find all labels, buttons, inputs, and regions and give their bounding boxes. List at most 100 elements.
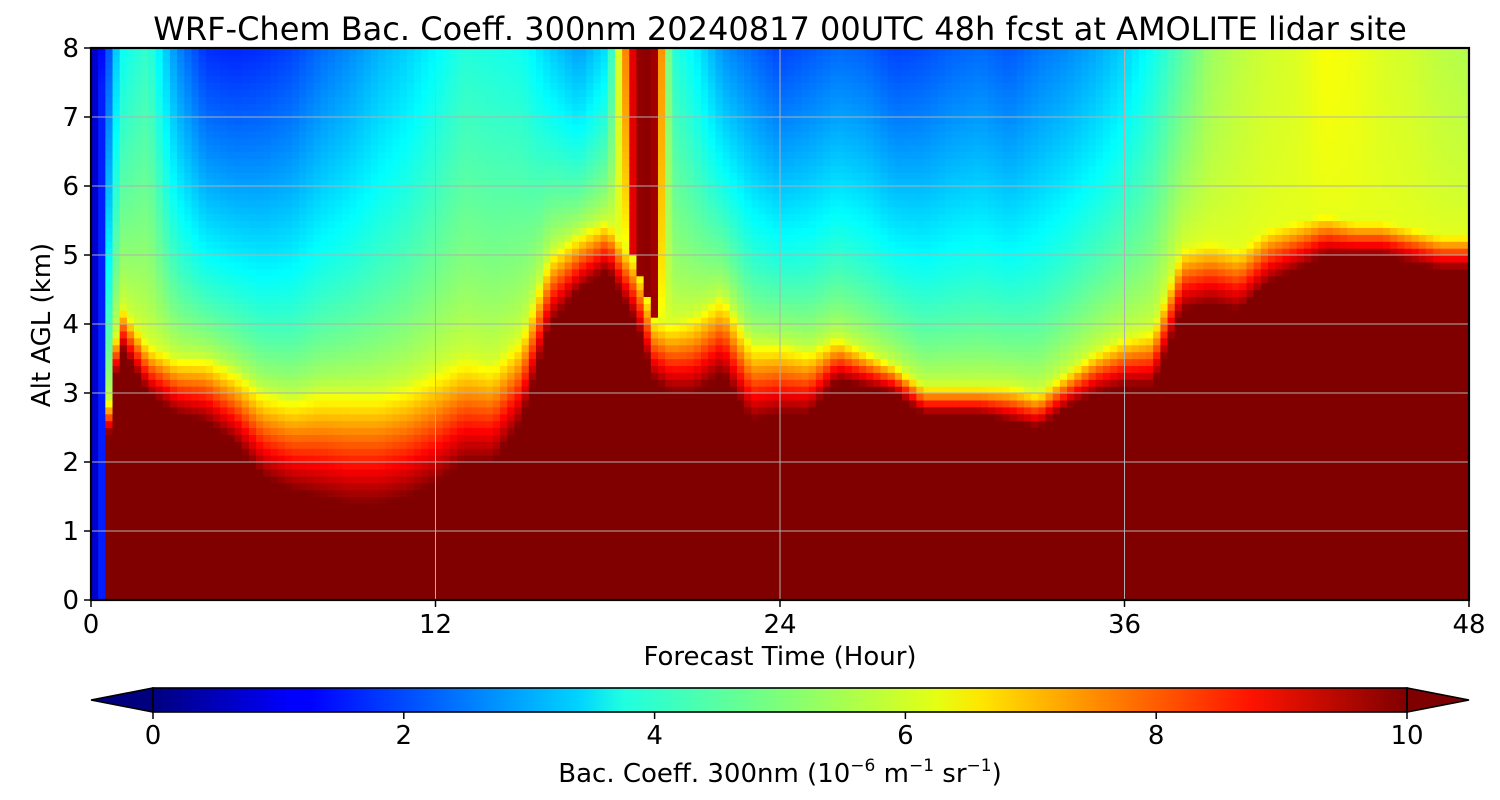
heatmap-cell xyxy=(449,206,458,215)
heatmap-cell xyxy=(184,192,193,201)
heatmap-cell xyxy=(464,89,472,97)
heatmap-cell xyxy=(535,462,544,470)
heatmap-cell xyxy=(248,317,257,325)
heatmap-cell xyxy=(313,344,322,353)
heatmap-cell xyxy=(421,89,429,97)
heatmap-cell xyxy=(105,344,114,353)
heatmap-cell xyxy=(91,289,99,297)
heatmap-cell xyxy=(105,531,114,539)
heatmap-cell xyxy=(521,186,530,194)
heatmap-cell xyxy=(449,337,458,346)
heatmap-cell xyxy=(148,268,157,277)
heatmap-cell xyxy=(313,213,322,222)
heatmap-cell xyxy=(399,482,408,491)
heatmap-cell xyxy=(98,96,106,104)
heatmap-cell xyxy=(284,96,293,104)
heatmap-cell xyxy=(177,344,185,353)
heatmap-cell xyxy=(442,572,451,580)
heatmap-cell xyxy=(320,351,329,360)
heatmap-cell xyxy=(478,54,487,63)
heatmap-cell xyxy=(457,158,465,166)
heatmap-cell xyxy=(198,82,207,90)
heatmap-cell xyxy=(177,434,185,442)
heatmap-cell xyxy=(112,310,121,318)
heatmap-cell xyxy=(177,255,185,263)
heatmap-cell xyxy=(299,510,307,518)
heatmap-cell xyxy=(299,61,307,70)
heatmap-cell xyxy=(191,531,200,539)
heatmap-cell xyxy=(399,379,408,387)
heatmap-cell xyxy=(141,48,150,56)
heatmap-cell xyxy=(119,593,128,600)
heatmap-cell xyxy=(478,289,487,297)
heatmap-cell xyxy=(162,255,171,263)
heatmap-cell xyxy=(392,227,401,235)
heatmap-cell xyxy=(385,144,394,153)
heatmap-cell xyxy=(270,48,279,56)
heatmap-cell xyxy=(457,427,465,435)
heatmap-cell xyxy=(291,551,300,560)
heatmap-cell xyxy=(313,303,322,311)
heatmap-cell xyxy=(299,158,307,166)
heatmap-cell xyxy=(198,427,207,435)
heatmap-cell xyxy=(220,296,228,304)
heatmap-cell xyxy=(306,593,315,600)
heatmap-cell xyxy=(521,289,530,297)
heatmap-cell xyxy=(435,324,444,332)
heatmap-cell xyxy=(457,558,465,567)
heatmap-cell xyxy=(449,303,458,311)
heatmap-cell xyxy=(198,586,207,594)
heatmap-cell xyxy=(205,503,214,511)
heatmap-cell xyxy=(155,213,164,222)
heatmap-cell xyxy=(385,82,394,90)
heatmap-cell xyxy=(198,517,207,525)
heatmap-cell xyxy=(320,324,329,332)
heatmap-cell xyxy=(270,199,279,208)
heatmap-cell xyxy=(112,503,121,511)
heatmap-cell xyxy=(370,468,379,477)
heatmap-cell xyxy=(112,468,121,477)
heatmap-cell xyxy=(112,275,121,284)
heatmap-cell xyxy=(220,544,228,553)
heatmap-cell xyxy=(256,255,264,263)
heatmap-cell xyxy=(435,89,444,97)
heatmap-cell xyxy=(471,220,480,228)
heatmap-cell xyxy=(148,68,157,77)
heatmap-cell xyxy=(148,54,157,63)
heatmap-cell xyxy=(134,234,142,242)
heatmap-cell xyxy=(227,68,236,77)
heatmap-cell xyxy=(378,503,386,511)
heatmap-cell xyxy=(169,82,178,90)
heatmap-cell xyxy=(521,255,530,263)
heatmap-cell xyxy=(421,524,429,532)
heatmap-cell xyxy=(528,324,537,332)
heatmap-cell xyxy=(213,275,221,284)
heatmap-cell xyxy=(148,524,157,532)
heatmap-cell xyxy=(162,406,171,415)
heatmap-cell xyxy=(169,330,178,339)
heatmap-cell xyxy=(112,261,121,270)
heatmap-cell xyxy=(248,248,257,256)
heatmap-cell xyxy=(291,317,300,325)
heatmap-cell xyxy=(507,268,516,277)
heatmap-cell xyxy=(119,517,128,525)
heatmap-cell xyxy=(306,448,315,456)
heatmap-cell xyxy=(263,337,272,346)
heatmap-cell xyxy=(327,517,336,525)
heatmap-cell xyxy=(442,89,451,97)
heatmap-cell xyxy=(514,261,523,270)
heatmap-cell xyxy=(205,96,214,104)
heatmap-cell xyxy=(256,261,264,270)
heatmap-cell xyxy=(320,75,329,84)
heatmap-cell xyxy=(507,241,516,249)
heatmap-cell xyxy=(126,489,135,498)
heatmap-cell xyxy=(492,268,501,277)
heatmap-cell xyxy=(320,96,329,104)
heatmap-cell xyxy=(342,324,350,332)
heatmap-cell xyxy=(500,434,508,442)
heatmap-cell xyxy=(521,268,530,277)
heatmap-cell xyxy=(428,317,437,325)
heatmap-cell xyxy=(291,296,300,304)
heatmap-cell xyxy=(227,227,236,235)
heatmap-cell xyxy=(485,524,494,532)
